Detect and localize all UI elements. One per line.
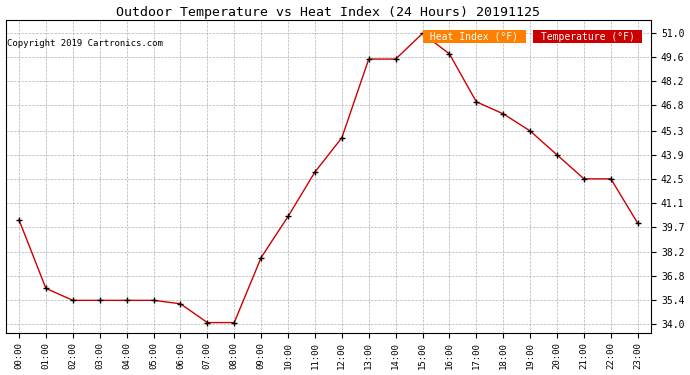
Text: Temperature (°F): Temperature (°F) bbox=[535, 32, 640, 42]
Text: Copyright 2019 Cartronics.com: Copyright 2019 Cartronics.com bbox=[7, 39, 163, 48]
Text: Heat Index (°F): Heat Index (°F) bbox=[424, 32, 524, 42]
Title: Outdoor Temperature vs Heat Index (24 Hours) 20191125: Outdoor Temperature vs Heat Index (24 Ho… bbox=[117, 6, 540, 18]
